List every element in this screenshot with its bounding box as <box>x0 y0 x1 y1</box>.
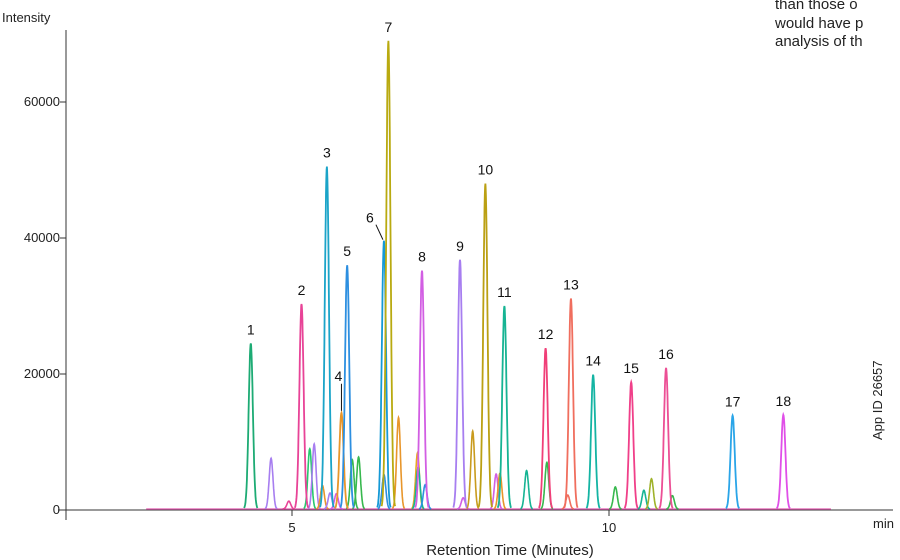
minor-peak-trace <box>561 493 574 510</box>
peak-9-trace <box>452 259 468 508</box>
peak-label-3: 3 <box>323 145 331 161</box>
peak-10-trace <box>477 183 493 508</box>
y-tick-label: 60000 <box>24 94 60 109</box>
peak-5-trace <box>339 265 355 508</box>
caption-text: than those o would have p analysis of th <box>775 0 900 52</box>
caption-line-3: analysis of th <box>775 33 863 50</box>
y-axis-title: Intensity <box>2 10 51 25</box>
minor-peak-trace <box>351 455 366 510</box>
peak-label-9: 9 <box>456 238 464 254</box>
minor-peak-trace <box>264 456 278 510</box>
minor-peak-trace <box>520 469 533 510</box>
minor-peak-trace <box>323 492 337 510</box>
peak-15-trace <box>623 378 639 509</box>
x-axis-title: Retention Time (Minutes) <box>426 542 594 559</box>
minor-peak-trace <box>303 447 317 510</box>
minor-peak-trace <box>637 489 651 510</box>
peak-label-13: 13 <box>563 277 579 293</box>
minor-peak-trace <box>282 500 296 510</box>
minor-peak-trace <box>307 441 321 510</box>
peak-4-trace <box>334 409 349 510</box>
peak-8-trace <box>414 270 430 508</box>
peak-6-leader <box>375 224 384 240</box>
x-tick-label: 5 <box>288 520 295 535</box>
peak-14-trace <box>585 374 601 509</box>
peak-label-1: 1 <box>247 321 255 337</box>
axes <box>58 30 893 520</box>
minor-peak-trace <box>608 485 622 510</box>
peak-6-trace <box>376 240 392 508</box>
x-tick-label: 10 <box>602 520 616 535</box>
peak-label-17: 17 <box>725 393 741 409</box>
peak-label-12: 12 <box>538 326 554 342</box>
peak-label-5: 5 <box>343 243 351 259</box>
minor-peak-trace <box>645 477 658 510</box>
peak-12-trace <box>538 348 554 509</box>
peak-7-trace <box>380 40 396 507</box>
caption-line-2: would have p <box>775 14 864 32</box>
x-axis-unit: min <box>873 516 894 531</box>
peak-label-2: 2 <box>298 282 306 298</box>
peak-11-trace <box>496 305 512 509</box>
app-id-label: App ID 26657 <box>870 360 885 440</box>
peak-label-14: 14 <box>585 353 601 369</box>
peak-label-15: 15 <box>623 360 639 376</box>
peak-label-10: 10 <box>478 162 494 178</box>
peak-label-18: 18 <box>776 393 792 409</box>
peak-17-trace <box>725 412 740 510</box>
y-tick-label: 0 <box>53 502 60 517</box>
peak-16-trace <box>658 367 674 509</box>
peak-label-11: 11 <box>497 284 512 300</box>
y-tick-label: 40000 <box>24 230 60 245</box>
y-tick-label: 20000 <box>24 366 60 381</box>
peak-label-8: 8 <box>418 249 426 265</box>
minor-peak-trace <box>666 494 679 510</box>
caption-line-1: than those o <box>775 0 858 13</box>
peak-label-7: 7 <box>384 19 392 35</box>
minor-peak-trace <box>345 458 359 510</box>
peak-1-trace <box>243 343 259 509</box>
peak-13-trace <box>563 298 579 509</box>
peak-2-trace <box>293 303 310 509</box>
peak-18-trace <box>775 411 791 510</box>
peak-3-trace <box>319 166 335 508</box>
peak-label-4: 4 <box>335 368 343 384</box>
peak-label-6: 6 <box>366 210 374 226</box>
peak-label-16: 16 <box>658 346 674 362</box>
ticks: 0 20000 40000 60000 5 10 <box>24 94 616 535</box>
minor-peak-trace <box>466 428 480 510</box>
traces <box>146 40 831 510</box>
